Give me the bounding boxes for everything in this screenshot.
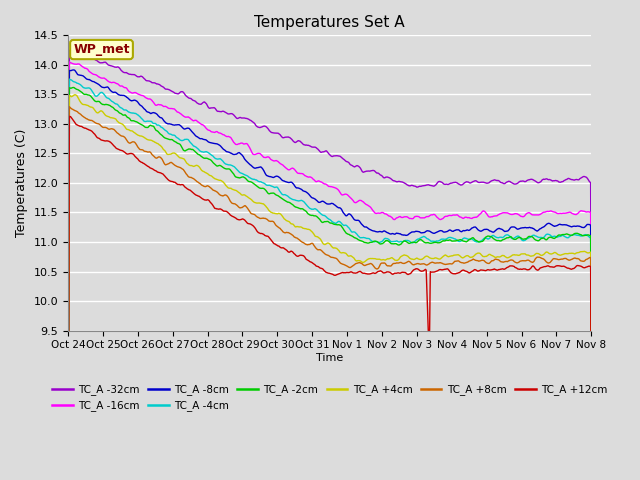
TC_A +12cm: [384, 269, 392, 275]
Text: WP_met: WP_met: [73, 43, 130, 56]
TC_A -2cm: [126, 116, 134, 122]
Line: TC_A -2cm: TC_A -2cm: [68, 87, 591, 480]
X-axis label: Time: Time: [316, 353, 343, 363]
TC_A -8cm: [126, 97, 134, 103]
TC_A +8cm: [588, 413, 595, 419]
TC_A -2cm: [248, 180, 256, 185]
TC_A +8cm: [413, 261, 421, 266]
TC_A -8cm: [64, 478, 72, 480]
Line: TC_A +4cm: TC_A +4cm: [68, 95, 591, 480]
TC_A +12cm: [413, 266, 421, 272]
TC_A -16cm: [268, 157, 276, 163]
TC_A +4cm: [384, 256, 392, 262]
Line: TC_A -8cm: TC_A -8cm: [68, 70, 591, 480]
TC_A -32cm: [268, 130, 276, 135]
TC_A -16cm: [64, 474, 72, 480]
Legend: TC_A -32cm, TC_A -16cm, TC_A -8cm, TC_A -4cm, TC_A -2cm, TC_A +4cm, TC_A +8cm, T: TC_A -32cm, TC_A -16cm, TC_A -8cm, TC_A …: [48, 380, 611, 416]
TC_A -4cm: [384, 236, 392, 242]
TC_A -16cm: [248, 150, 256, 156]
TC_A +8cm: [268, 218, 276, 224]
Y-axis label: Temperatures (C): Temperatures (C): [15, 129, 28, 237]
TC_A +12cm: [126, 151, 134, 156]
TC_A +4cm: [413, 255, 421, 261]
TC_A -16cm: [126, 89, 134, 95]
TC_A -32cm: [588, 357, 595, 363]
TC_A -8cm: [248, 164, 256, 169]
TC_A -16cm: [413, 214, 421, 219]
TC_A -4cm: [223, 161, 230, 167]
TC_A -2cm: [268, 190, 276, 196]
TC_A +8cm: [248, 211, 256, 217]
TC_A -32cm: [248, 119, 256, 124]
TC_A -2cm: [413, 239, 421, 245]
TC_A -32cm: [223, 110, 230, 116]
TC_A +12cm: [223, 208, 230, 214]
TC_A +4cm: [126, 128, 134, 133]
TC_A +12cm: [268, 238, 276, 244]
TC_A +12cm: [588, 420, 595, 426]
Title: Temperatures Set A: Temperatures Set A: [254, 15, 405, 30]
TC_A +8cm: [126, 140, 134, 146]
TC_A -2cm: [588, 397, 595, 403]
TC_A +4cm: [248, 198, 256, 204]
TC_A +4cm: [223, 183, 230, 189]
TC_A -32cm: [384, 174, 392, 180]
TC_A +4cm: [71, 92, 79, 97]
TC_A -2cm: [70, 84, 77, 90]
Line: TC_A -4cm: TC_A -4cm: [68, 79, 591, 480]
TC_A -8cm: [223, 149, 230, 155]
TC_A -16cm: [384, 213, 392, 218]
TC_A +8cm: [223, 192, 230, 198]
TC_A -32cm: [413, 184, 421, 190]
Line: TC_A +12cm: TC_A +12cm: [68, 116, 591, 480]
TC_A -8cm: [268, 174, 276, 180]
Line: TC_A +8cm: TC_A +8cm: [68, 107, 591, 480]
TC_A -2cm: [384, 238, 392, 244]
TC_A -8cm: [413, 228, 421, 234]
TC_A -8cm: [70, 67, 77, 73]
TC_A -4cm: [248, 176, 256, 182]
TC_A -32cm: [126, 72, 134, 77]
TC_A -8cm: [384, 230, 392, 236]
TC_A -4cm: [268, 183, 276, 189]
TC_A -4cm: [126, 110, 134, 116]
TC_A +12cm: [65, 113, 73, 119]
TC_A +4cm: [588, 409, 595, 415]
Line: TC_A -32cm: TC_A -32cm: [68, 50, 591, 471]
TC_A -2cm: [223, 166, 230, 172]
TC_A -4cm: [65, 76, 73, 82]
TC_A -8cm: [588, 389, 595, 395]
TC_A -16cm: [588, 379, 595, 385]
TC_A +12cm: [248, 222, 256, 228]
Line: TC_A -16cm: TC_A -16cm: [68, 62, 591, 477]
TC_A -16cm: [65, 59, 73, 65]
TC_A +8cm: [65, 104, 73, 109]
TC_A +8cm: [384, 263, 392, 269]
TC_A -16cm: [223, 133, 230, 139]
TC_A -32cm: [64, 468, 72, 474]
TC_A +4cm: [268, 210, 276, 216]
TC_A -4cm: [588, 398, 595, 404]
TC_A -4cm: [413, 237, 421, 242]
TC_A -32cm: [65, 48, 73, 53]
